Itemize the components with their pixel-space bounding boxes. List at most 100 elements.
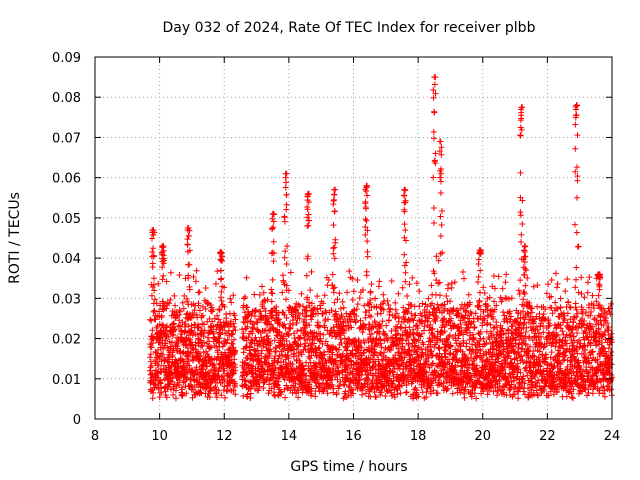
data-point bbox=[437, 292, 444, 299]
data-point bbox=[158, 389, 165, 396]
data-point bbox=[147, 351, 154, 358]
data-point bbox=[584, 289, 591, 296]
data-point bbox=[270, 238, 277, 245]
data-point bbox=[148, 344, 155, 351]
data-point bbox=[299, 310, 306, 317]
data-point bbox=[388, 278, 395, 285]
data-point bbox=[221, 303, 228, 310]
data-point bbox=[286, 304, 293, 311]
data-point bbox=[386, 311, 393, 318]
data-point bbox=[179, 299, 186, 306]
data-point bbox=[200, 333, 207, 340]
data-point bbox=[295, 394, 302, 401]
data-point bbox=[188, 322, 195, 329]
data-point bbox=[220, 373, 227, 380]
data-point bbox=[252, 306, 259, 313]
data-point bbox=[297, 334, 304, 341]
data-point bbox=[217, 276, 224, 283]
data-point bbox=[252, 334, 259, 341]
data-point bbox=[295, 311, 302, 318]
data-point bbox=[180, 379, 187, 386]
data-point bbox=[282, 184, 289, 191]
data-point bbox=[287, 325, 294, 332]
data-point bbox=[438, 151, 445, 158]
data-point bbox=[324, 390, 331, 397]
data-point bbox=[276, 374, 283, 381]
data-point bbox=[282, 394, 289, 401]
data-point bbox=[149, 340, 156, 347]
data-point bbox=[564, 276, 571, 283]
data-point bbox=[554, 280, 561, 287]
data-point bbox=[573, 264, 580, 271]
data-point bbox=[331, 299, 338, 306]
data-point bbox=[431, 74, 438, 81]
data-point bbox=[311, 340, 318, 347]
data-point bbox=[404, 292, 411, 299]
data-point bbox=[224, 336, 231, 343]
data-point bbox=[490, 272, 497, 279]
data-point bbox=[221, 376, 228, 383]
data-point bbox=[202, 305, 209, 312]
data-point bbox=[245, 386, 252, 393]
data-point bbox=[303, 372, 310, 379]
data-point bbox=[271, 337, 278, 344]
data-point bbox=[249, 330, 256, 337]
data-point bbox=[267, 340, 274, 347]
data-point bbox=[170, 320, 177, 327]
data-point bbox=[354, 301, 361, 308]
data-point bbox=[503, 271, 510, 278]
data-point bbox=[438, 170, 445, 177]
data-point bbox=[308, 352, 315, 359]
data-point bbox=[161, 357, 168, 364]
data-point bbox=[215, 387, 222, 394]
data-point bbox=[428, 282, 435, 289]
data-point bbox=[297, 341, 304, 348]
data-point bbox=[201, 321, 208, 328]
data-point bbox=[175, 381, 182, 388]
data-point bbox=[279, 353, 286, 360]
data-point bbox=[209, 306, 216, 313]
data-point bbox=[308, 385, 315, 392]
data-point bbox=[367, 288, 374, 295]
data-point bbox=[172, 314, 179, 321]
x-tick-label: 16 bbox=[345, 429, 362, 444]
data-point bbox=[269, 249, 276, 256]
data-point bbox=[285, 287, 292, 294]
data-point bbox=[301, 335, 308, 342]
data-point bbox=[319, 340, 326, 347]
data-point bbox=[557, 304, 564, 311]
data-point bbox=[157, 334, 164, 341]
data-point bbox=[298, 290, 305, 297]
data-point bbox=[284, 352, 291, 359]
data-point bbox=[256, 291, 263, 298]
data-point bbox=[362, 216, 369, 223]
data-point bbox=[517, 169, 524, 176]
data-point bbox=[430, 128, 437, 135]
data-point bbox=[524, 275, 531, 282]
data-point bbox=[413, 280, 420, 287]
data-point bbox=[304, 294, 311, 301]
data-point bbox=[248, 312, 255, 319]
chart-title: Day 032 of 2024, Rate Of TEC Index for r… bbox=[163, 20, 536, 36]
data-point bbox=[315, 345, 322, 352]
data-point bbox=[160, 300, 167, 307]
data-point bbox=[273, 303, 280, 310]
data-point bbox=[321, 351, 328, 358]
data-point bbox=[275, 316, 282, 323]
data-point bbox=[183, 368, 190, 375]
data-point bbox=[307, 341, 314, 348]
data-point bbox=[278, 388, 285, 395]
data-point bbox=[250, 325, 257, 332]
data-point bbox=[552, 270, 559, 277]
y-tick-label: 0.01 bbox=[52, 373, 81, 388]
data-point bbox=[212, 383, 219, 390]
data-point bbox=[320, 300, 327, 307]
data-point bbox=[377, 310, 384, 317]
data-point bbox=[283, 206, 290, 213]
data-point bbox=[593, 342, 600, 349]
data-point bbox=[177, 322, 184, 329]
data-point bbox=[438, 144, 445, 151]
data-point bbox=[307, 287, 314, 294]
data-point bbox=[364, 238, 371, 245]
data-point bbox=[151, 287, 158, 294]
